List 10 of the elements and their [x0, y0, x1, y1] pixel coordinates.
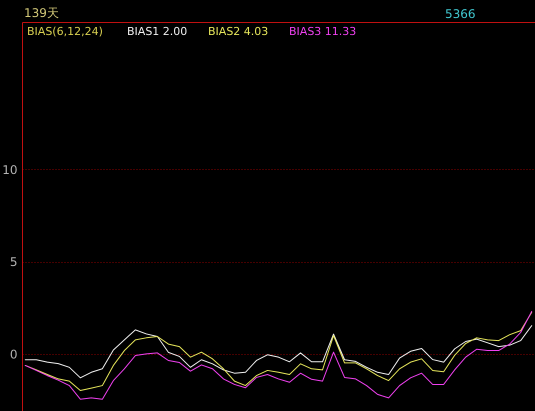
line-series	[24, 325, 532, 378]
text: BIAS2 4.03	[208, 25, 268, 38]
text: 139天	[24, 6, 59, 20]
y-tick-label: 5	[10, 255, 18, 270]
y-tick-label: 10	[2, 162, 18, 177]
text: BIAS1 2.00	[127, 25, 188, 38]
text: BIAS3 11.33	[289, 25, 356, 38]
legend-title: BIAS(6,12,24)	[27, 25, 103, 38]
y-tick-label: 0	[10, 347, 18, 362]
text: 5366	[445, 7, 476, 21]
